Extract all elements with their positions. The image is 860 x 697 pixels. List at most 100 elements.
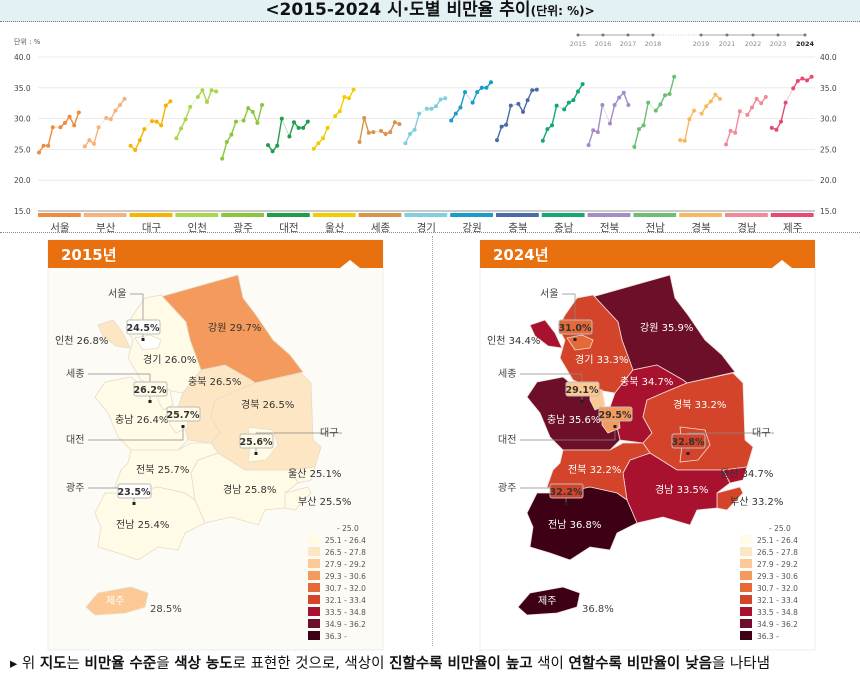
- region-value: 32.2%: [550, 487, 583, 498]
- data-point: [800, 76, 805, 81]
- data-point: [672, 74, 677, 79]
- series-line: [668, 76, 675, 95]
- data-point: [516, 101, 521, 106]
- data-point: [475, 90, 480, 95]
- legend-label: 25.1 - 26.4: [325, 536, 366, 545]
- region-value: 29.1%: [566, 385, 599, 396]
- series-line: [276, 118, 283, 146]
- region-서울: [134, 334, 162, 351]
- region-광주: [125, 499, 149, 513]
- callout-line: [687, 432, 774, 453]
- data-point: [113, 108, 118, 113]
- data-point: [118, 103, 122, 108]
- year-legend-label: 2021: [719, 40, 736, 48]
- region-label: 충남 35.6%: [547, 414, 600, 426]
- category-bar: [358, 213, 402, 217]
- data-point: [241, 118, 246, 123]
- data-point: [617, 95, 622, 100]
- region-제주: [517, 586, 581, 616]
- year-legend-label: 2015: [570, 40, 587, 48]
- unit-label: 단위 : %: [14, 37, 41, 46]
- region-경남: [622, 452, 731, 526]
- callout-box: [549, 483, 584, 499]
- legend-swatch: [308, 595, 320, 604]
- category-label: 광주: [233, 222, 253, 234]
- data-point: [58, 125, 63, 130]
- bullet-icon: ▸: [10, 656, 18, 672]
- legend-label: 33.5 - 34.8: [757, 608, 798, 617]
- region-제주: [85, 586, 149, 616]
- data-point: [224, 140, 229, 145]
- region-충북: [609, 364, 688, 444]
- location-marker-icon: [148, 400, 152, 403]
- callout-line: [255, 432, 342, 453]
- region-세종: [589, 387, 606, 411]
- callout-line: [130, 293, 144, 339]
- category-bar: [725, 213, 768, 217]
- y-tick-left: 25.0: [14, 145, 31, 154]
- series-line: [363, 117, 370, 133]
- data-point: [351, 87, 356, 92]
- legend-label: 32.1 - 33.4: [757, 596, 798, 605]
- category-bar: [129, 213, 173, 217]
- category-bar: [267, 213, 310, 217]
- series-line: [139, 128, 146, 141]
- data-point: [453, 111, 458, 116]
- data-point: [653, 108, 658, 113]
- map-panel: [479, 239, 816, 651]
- region-부산: [284, 486, 312, 511]
- legend-swatch: [740, 595, 752, 604]
- data-point: [229, 132, 234, 137]
- callout-line: [562, 293, 576, 339]
- data-point: [179, 126, 183, 131]
- region-label: 경북 26.5%: [241, 398, 294, 411]
- region-label: 경기 33.3%: [575, 353, 628, 366]
- category-bar: [633, 213, 677, 217]
- data-point: [333, 114, 338, 119]
- category-label: 인천: [188, 222, 207, 234]
- data-point: [183, 117, 188, 122]
- y-tick-right: 15.0: [820, 207, 837, 216]
- data-point: [718, 96, 722, 101]
- data-point: [270, 149, 275, 154]
- data-point: [87, 138, 92, 143]
- data-point: [174, 136, 179, 141]
- data-point: [388, 130, 393, 135]
- data-point: [342, 95, 347, 100]
- series-line: [73, 112, 80, 126]
- series-line: [413, 113, 420, 130]
- data-point: [667, 91, 672, 96]
- data-point: [128, 143, 133, 148]
- series-line: [551, 105, 558, 126]
- region-label: 울산 34.7%: [720, 468, 773, 480]
- legend-swatch: [740, 535, 752, 544]
- y-tick-left: 20.0: [14, 176, 31, 185]
- callout-box: [565, 381, 600, 397]
- data-point: [347, 96, 351, 101]
- legend-swatch: [308, 619, 320, 628]
- category-label: 경기: [417, 221, 436, 234]
- legend-label: 36.3 -: [325, 632, 347, 641]
- data-point: [795, 79, 800, 84]
- data-point: [692, 108, 696, 113]
- data-point: [76, 110, 81, 115]
- data-point: [769, 125, 774, 130]
- data-point: [449, 118, 454, 123]
- data-point: [550, 123, 554, 128]
- region-광주: [557, 499, 581, 513]
- legend-swatch: [740, 559, 752, 568]
- data-point: [484, 85, 489, 90]
- region-label: 강원 29.7%: [208, 322, 261, 334]
- data-point: [495, 138, 499, 143]
- data-point: [279, 116, 284, 121]
- data-point: [704, 104, 709, 109]
- location-marker-icon: [686, 452, 690, 455]
- legend-label: 30.7 - 32.0: [325, 584, 366, 593]
- data-point: [321, 136, 325, 141]
- category-bar: [175, 213, 219, 217]
- year-legend-dot: [601, 33, 605, 37]
- data-point: [443, 96, 448, 101]
- map-header: [480, 240, 815, 268]
- region-value: 29.5%: [599, 410, 632, 421]
